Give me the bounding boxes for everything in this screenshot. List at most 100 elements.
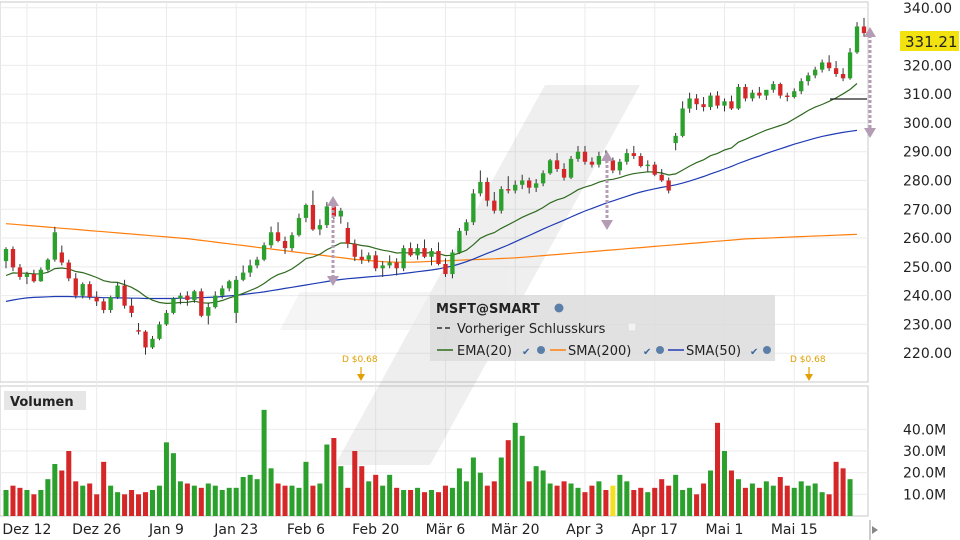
candle-body bbox=[561, 168, 567, 178]
volume-bar bbox=[470, 457, 476, 516]
candle-body bbox=[715, 95, 720, 106]
candle bbox=[213, 291, 218, 309]
candle-body bbox=[345, 227, 350, 244]
candle-body bbox=[826, 62, 832, 69]
legend-item-sma200[interactable]: SMA(200) bbox=[568, 344, 631, 359]
candle-body bbox=[596, 156, 602, 165]
candle bbox=[87, 281, 92, 300]
globe-icon[interactable] bbox=[554, 303, 564, 313]
dividend-label: D $0.68 bbox=[342, 355, 378, 365]
candle bbox=[101, 298, 106, 314]
candle bbox=[589, 157, 595, 168]
candle-body bbox=[247, 265, 253, 273]
candle-body bbox=[45, 259, 51, 270]
candle-body bbox=[241, 272, 246, 280]
volume-bar bbox=[289, 485, 295, 516]
candle-body bbox=[108, 297, 113, 311]
candle-body bbox=[527, 180, 532, 188]
candle bbox=[387, 255, 392, 269]
candle-body bbox=[87, 284, 92, 298]
candle bbox=[254, 256, 260, 269]
volume-bar bbox=[491, 481, 497, 516]
candle bbox=[317, 219, 323, 236]
candle bbox=[220, 285, 225, 299]
series-line bbox=[5, 129, 858, 302]
candle bbox=[66, 259, 71, 282]
check-icon[interactable]: ✔ bbox=[750, 347, 758, 358]
candles bbox=[3, 17, 867, 355]
candle bbox=[750, 89, 755, 102]
candle-body bbox=[478, 181, 483, 194]
legend-item-ema20[interactable]: EMA(20) bbox=[457, 344, 512, 359]
candle bbox=[185, 291, 190, 306]
volume-bar bbox=[477, 472, 483, 516]
volume-bar bbox=[261, 409, 267, 516]
candle-body bbox=[359, 256, 364, 260]
candle-body bbox=[492, 200, 497, 211]
candle-body bbox=[17, 267, 23, 277]
candle-body bbox=[394, 262, 399, 269]
candle-body bbox=[833, 68, 839, 74]
volume-bar bbox=[763, 481, 769, 516]
candle bbox=[778, 82, 783, 99]
candle-body bbox=[861, 26, 867, 34]
candle bbox=[506, 176, 511, 194]
settings-icon[interactable] bbox=[763, 346, 771, 354]
candle-body bbox=[380, 265, 385, 269]
candle bbox=[373, 251, 378, 272]
legend-item-prev-close[interactable]: Vorheriger Schlusskurs bbox=[457, 322, 606, 337]
eye-icon[interactable] bbox=[627, 322, 637, 332]
volume-bar bbox=[177, 481, 183, 516]
candle-body bbox=[792, 91, 797, 97]
price-tick-label: 270.00 bbox=[903, 202, 952, 218]
candle-body bbox=[289, 235, 295, 249]
legend-item-sma50[interactable]: SMA(50) bbox=[686, 344, 741, 359]
volume-tick-label: 10.0M bbox=[903, 487, 946, 503]
dividend-marker[interactable]: D $0.68 bbox=[342, 355, 378, 381]
candle-body bbox=[666, 180, 671, 191]
candle bbox=[352, 239, 357, 262]
dividend-marker[interactable]: D $0.68 bbox=[790, 355, 826, 381]
candle-body bbox=[268, 232, 274, 246]
candle-body bbox=[771, 84, 776, 90]
candle-body bbox=[115, 285, 120, 298]
date-tick-label: Dez 26 bbox=[72, 522, 121, 538]
candle bbox=[24, 271, 30, 285]
settings-icon[interactable] bbox=[656, 346, 664, 354]
date-tick-label: Feb 20 bbox=[352, 522, 399, 538]
volume-bar bbox=[449, 487, 455, 516]
settings-icon[interactable] bbox=[537, 346, 545, 354]
volume-bar bbox=[784, 485, 790, 516]
candle-body bbox=[192, 291, 197, 300]
candle-body bbox=[52, 232, 57, 260]
sma50-line bbox=[5, 129, 858, 302]
volume-bar bbox=[422, 492, 428, 516]
candle bbox=[540, 170, 546, 187]
candle-body bbox=[631, 153, 636, 157]
candle-body bbox=[659, 174, 664, 181]
candle-body bbox=[764, 89, 769, 96]
volume-bar bbox=[366, 481, 372, 516]
check-icon[interactable]: ✔ bbox=[522, 347, 530, 358]
candle-body bbox=[729, 101, 734, 109]
price-tick-label: 320.00 bbox=[903, 58, 952, 74]
candle-body bbox=[471, 193, 476, 223]
candle bbox=[199, 288, 204, 318]
candle bbox=[743, 84, 748, 102]
volume-bar bbox=[268, 468, 274, 516]
volume-tick-label: 40.0M bbox=[903, 422, 946, 438]
volume-bar bbox=[219, 490, 225, 516]
candle bbox=[268, 226, 274, 249]
volume-bar bbox=[191, 485, 197, 516]
check-icon[interactable]: ✔ bbox=[643, 347, 651, 358]
candle bbox=[533, 179, 539, 192]
candle bbox=[45, 258, 51, 272]
date-tick-label: Mai 15 bbox=[771, 522, 818, 538]
volume-bar bbox=[10, 485, 16, 516]
volume-bar bbox=[108, 485, 114, 516]
volume-bar bbox=[275, 483, 281, 516]
volume-bar bbox=[184, 483, 190, 516]
arrow-right-icon[interactable] bbox=[869, 520, 878, 540]
candle bbox=[164, 310, 169, 326]
candle bbox=[799, 78, 804, 95]
